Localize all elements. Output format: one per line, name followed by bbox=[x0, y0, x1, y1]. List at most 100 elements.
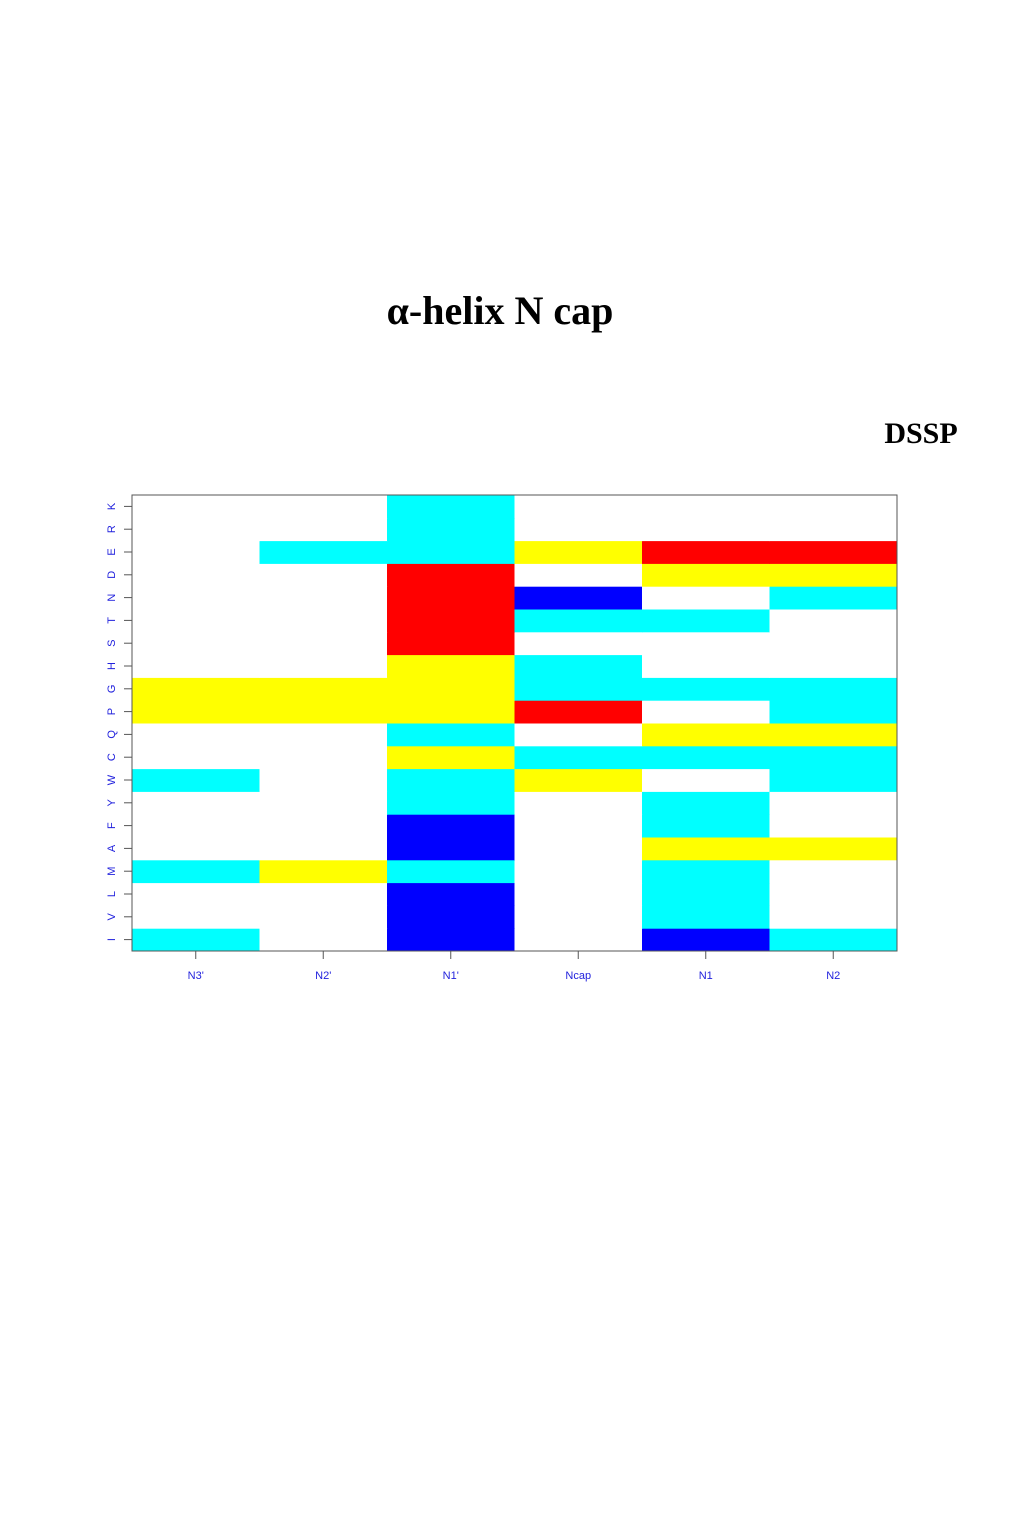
heat-cell bbox=[387, 609, 515, 632]
y-tick-label: Y bbox=[106, 798, 118, 806]
heat-cell bbox=[642, 632, 770, 655]
heat-cell bbox=[387, 837, 515, 860]
heat-cell bbox=[770, 518, 898, 541]
heat-cell bbox=[132, 632, 260, 655]
heat-cell bbox=[260, 632, 388, 655]
heat-cell bbox=[132, 883, 260, 906]
heat-cell bbox=[642, 541, 770, 564]
heat-cell bbox=[770, 746, 898, 769]
y-tick-label: L bbox=[106, 891, 118, 897]
heat-cell bbox=[515, 814, 643, 837]
y-tick-label: F bbox=[106, 822, 118, 829]
heat-cell bbox=[642, 837, 770, 860]
chart-title: α-helix N cap bbox=[387, 288, 614, 333]
heat-cell bbox=[260, 746, 388, 769]
heat-cell bbox=[770, 609, 898, 632]
heat-cell bbox=[132, 837, 260, 860]
heat-cell bbox=[132, 563, 260, 586]
heat-cell bbox=[515, 609, 643, 632]
heat-cell bbox=[770, 541, 898, 564]
heat-cell bbox=[770, 814, 898, 837]
y-tick-label: K bbox=[106, 502, 118, 510]
y-tick-label: C bbox=[106, 753, 118, 761]
heat-cell bbox=[642, 518, 770, 541]
heat-cell bbox=[132, 905, 260, 928]
heat-cell bbox=[132, 495, 260, 518]
heat-cell bbox=[642, 700, 770, 723]
heat-cell bbox=[770, 837, 898, 860]
heat-cell bbox=[387, 655, 515, 678]
heat-cell bbox=[260, 928, 388, 951]
heat-cell bbox=[132, 769, 260, 792]
heat-cell bbox=[132, 791, 260, 814]
heat-cell bbox=[515, 883, 643, 906]
heat-cell bbox=[642, 769, 770, 792]
heat-cell bbox=[387, 814, 515, 837]
heat-cell bbox=[515, 495, 643, 518]
heat-cell bbox=[132, 814, 260, 837]
heat-cell bbox=[260, 586, 388, 609]
heat-cell bbox=[515, 769, 643, 792]
y-tick-label: P bbox=[106, 708, 118, 715]
heat-cell bbox=[132, 518, 260, 541]
heat-cell bbox=[515, 723, 643, 746]
heat-cell bbox=[770, 928, 898, 951]
x-tick-label: Ncap bbox=[565, 970, 591, 982]
heat-cell bbox=[387, 769, 515, 792]
heat-cell bbox=[260, 860, 388, 883]
y-tick-label: I bbox=[106, 938, 118, 941]
heat-cell bbox=[515, 518, 643, 541]
heat-cell bbox=[260, 655, 388, 678]
heat-cell bbox=[642, 791, 770, 814]
x-tick-label: N2 bbox=[826, 970, 840, 982]
x-tick-label: N1' bbox=[443, 970, 459, 982]
heat-cell bbox=[642, 905, 770, 928]
heat-cell bbox=[515, 563, 643, 586]
heat-cell bbox=[515, 860, 643, 883]
heat-cell bbox=[132, 541, 260, 564]
heat-cell bbox=[387, 700, 515, 723]
heat-cell bbox=[770, 860, 898, 883]
heat-cell bbox=[387, 563, 515, 586]
y-tick-label: A bbox=[106, 844, 118, 852]
y-tick-label: V bbox=[106, 912, 118, 920]
heat-cell bbox=[132, 723, 260, 746]
heat-cell bbox=[642, 563, 770, 586]
y-tick-label: N bbox=[106, 594, 118, 602]
heat-cell bbox=[387, 723, 515, 746]
heat-cell bbox=[387, 928, 515, 951]
heat-cell bbox=[387, 495, 515, 518]
y-tick-label: H bbox=[106, 662, 118, 670]
y-tick-label: S bbox=[106, 640, 118, 647]
heat-cell bbox=[770, 677, 898, 700]
heat-cell bbox=[260, 541, 388, 564]
heat-cell bbox=[387, 860, 515, 883]
y-tick-label: Q bbox=[106, 730, 118, 739]
heat-cell bbox=[260, 518, 388, 541]
heat-cell bbox=[642, 928, 770, 951]
heat-cell bbox=[642, 677, 770, 700]
heat-cell bbox=[260, 837, 388, 860]
heat-cell bbox=[515, 655, 643, 678]
heat-cell bbox=[515, 746, 643, 769]
heat-cell bbox=[260, 791, 388, 814]
heat-cell bbox=[770, 791, 898, 814]
y-tick-label: M bbox=[106, 867, 118, 876]
heat-cell bbox=[260, 905, 388, 928]
heat-cell bbox=[642, 746, 770, 769]
heat-cell bbox=[260, 883, 388, 906]
heat-cell bbox=[260, 677, 388, 700]
heat-cell bbox=[642, 655, 770, 678]
heat-cell bbox=[515, 700, 643, 723]
heat-cell bbox=[132, 928, 260, 951]
heat-cell bbox=[132, 700, 260, 723]
y-tick-label: G bbox=[106, 685, 118, 694]
y-tick-label: R bbox=[106, 525, 118, 533]
heat-cell bbox=[260, 769, 388, 792]
heat-cell bbox=[642, 609, 770, 632]
heat-cell bbox=[132, 860, 260, 883]
y-tick-label: T bbox=[106, 617, 118, 624]
heat-cell bbox=[770, 495, 898, 518]
heat-cell bbox=[642, 860, 770, 883]
heat-cell bbox=[387, 791, 515, 814]
